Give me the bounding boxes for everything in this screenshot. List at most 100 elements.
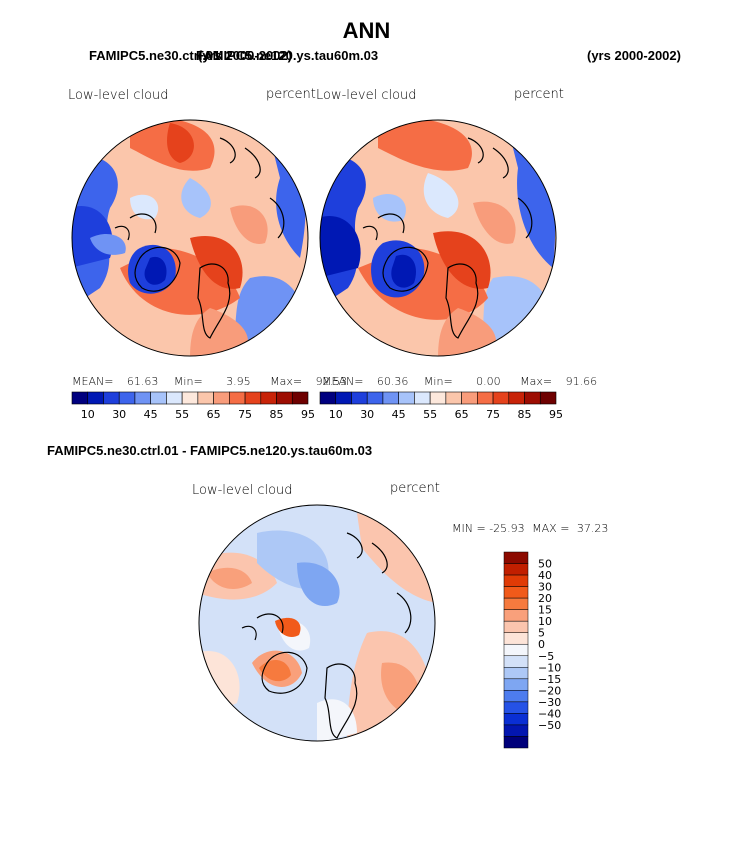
left-colorbar-tick-label: 75	[238, 408, 252, 421]
right-colorbar-tick-label: 10	[329, 408, 343, 421]
diff-colorbar-tick-label: −15	[538, 673, 561, 686]
right-colorbar-swatch	[335, 391, 352, 405]
left-colorbar-tick-label: 85	[270, 408, 284, 421]
left-colorbar-tick-label: 45	[144, 408, 158, 421]
left-colorbar: 10 30 45 55 65 75 85 95	[71, 391, 315, 421]
diff-colorbar-swatch	[503, 643, 529, 657]
right-case-name: FAMIPC5.ne120.ys.tau60m.03	[196, 48, 379, 63]
right-colorbar-swatch	[477, 391, 494, 405]
left-stats: MEAN= 61.63 Min= 3.95 Max= 92.53	[72, 375, 347, 388]
left-colorbar-swatch	[291, 391, 309, 405]
diff-min-value: -25.93	[489, 522, 525, 535]
left-colorbar-swatch	[244, 391, 262, 405]
left-colorbar-swatch	[134, 391, 151, 405]
right-colorbar-swatch	[429, 391, 447, 405]
right-polar-map	[319, 119, 557, 357]
diff-colorbar-swatch	[503, 701, 529, 714]
diff-colorbar-tick-label: 40	[538, 569, 552, 582]
left-colorbar-swatch	[276, 391, 293, 405]
diff-variable-label: Low-level cloud	[192, 483, 293, 498]
right-colorbar-tick-label: 45	[392, 408, 406, 421]
left-min-value: 3.95	[226, 375, 251, 388]
diff-colorbar-swatch	[503, 551, 529, 564]
diff-title: FAMIPC5.ne30.ctrl.01 - FAMIPC5.ne120.ys.…	[47, 443, 373, 458]
diff-colorbar-swatch	[503, 597, 529, 610]
diff-colorbar-swatch	[503, 574, 529, 587]
diff-colorbar-swatch	[503, 563, 529, 576]
left-colorbar-tick-label: 95	[301, 408, 315, 421]
diff-colorbar-tick-label: 15	[538, 604, 552, 617]
left-colorbar-swatch	[181, 391, 199, 405]
right-colorbar-tick-label: 55	[423, 408, 437, 421]
right-colorbar-tick-label: 95	[549, 408, 563, 421]
diff-colorbar-tick-label: −40	[538, 707, 561, 720]
left-colorbar-swatch	[166, 391, 183, 405]
diff-colorbar-tick-label: 5	[538, 627, 545, 640]
right-min-label: Min=	[423, 375, 453, 388]
left-colorbar-tick-label: 10	[81, 408, 95, 421]
figure-title: ANN	[342, 18, 391, 43]
diff-colorbar-swatch	[503, 667, 529, 680]
left-colorbar-swatch	[118, 391, 136, 405]
diff-colorbar-tick-label: −50	[538, 719, 561, 732]
right-colorbar-swatch	[351, 391, 368, 405]
right-colorbar-swatch	[319, 391, 337, 405]
diff-minmax: MIN = -25.93 MAX = 37.23	[452, 522, 608, 535]
left-colorbar-swatch	[213, 391, 230, 405]
diff-units-label: percent	[390, 481, 440, 496]
right-colorbar-swatch	[492, 391, 510, 405]
right-mean-label: MEAN=	[322, 375, 364, 388]
right-max-label: Max=	[520, 375, 553, 388]
left-colorbar-swatch	[150, 391, 167, 405]
left-units-label: percent	[266, 87, 316, 102]
diff-colorbar-tick-label: −5	[538, 650, 554, 663]
diff-colorbar-swatch	[503, 724, 529, 737]
left-max-value: 92.53	[315, 375, 348, 388]
right-colorbar-swatch	[445, 391, 462, 405]
diff-colorbar-tick-label: 50	[538, 558, 552, 571]
left-colorbar-swatch	[229, 391, 246, 405]
left-mean-label: MEAN=	[72, 375, 114, 388]
right-max-value: 91.66	[565, 375, 598, 388]
right-colorbar-tick-label: 30	[360, 408, 374, 421]
right-colorbar-tick-label: 85	[518, 408, 532, 421]
diff-colorbar-swatch	[503, 609, 529, 622]
right-mean-value: 60.36	[376, 375, 409, 388]
right-case-years: (yrs 2000-2002)	[587, 48, 681, 63]
right-colorbar-swatch	[398, 391, 415, 405]
diff-colorbar-tick-label: −30	[538, 696, 561, 709]
diff-colorbar-swatch	[503, 690, 529, 703]
right-colorbar-swatch	[414, 391, 431, 405]
left-polar-map	[71, 119, 309, 357]
left-colorbar-tick-label: 30	[112, 408, 126, 421]
left-colorbar-swatch	[87, 391, 104, 405]
diff-colorbar-swatch	[503, 586, 529, 599]
right-colorbar-tick-label: 75	[486, 408, 500, 421]
diff-colorbar-tick-label: 30	[538, 581, 552, 594]
left-colorbar-swatch	[197, 391, 214, 405]
right-variable-label: Low-level cloud	[316, 88, 417, 103]
right-colorbar-swatch	[508, 391, 525, 405]
right-colorbar: 10 30 45 55 65 75 85 95	[319, 391, 563, 421]
left-colorbar-tick-label: 65	[207, 408, 221, 421]
left-min-label: Min=	[173, 375, 203, 388]
diff-colorbar-tick-label: 20	[538, 592, 552, 605]
left-variable-label: Low-level cloud	[68, 88, 169, 103]
right-colorbar-tick-label: 65	[455, 408, 469, 421]
right-stats: MEAN= 60.36 Min= 0.00 Max= 91.66	[322, 375, 597, 388]
left-colorbar-swatch	[71, 391, 89, 405]
diff-max-value: 37.23	[576, 522, 609, 535]
diff-colorbar-tick-label: 10	[538, 615, 552, 628]
left-colorbar-swatch	[103, 391, 120, 405]
diff-colorbar-swatch	[503, 620, 529, 633]
diff-colorbar-swatch	[503, 655, 529, 668]
left-colorbar-tick-label: 55	[175, 408, 189, 421]
diff-colorbar-swatch	[503, 632, 529, 645]
left-case-years: (yrs 2000-2002)	[198, 48, 292, 63]
left-mean-value: 61.63	[126, 375, 159, 388]
right-colorbar-swatch	[461, 391, 478, 405]
diff-colorbar-tick-label: 0	[538, 638, 545, 651]
right-units-label: percent	[514, 87, 564, 102]
diff-colorbar-tick-label: −20	[538, 684, 561, 697]
